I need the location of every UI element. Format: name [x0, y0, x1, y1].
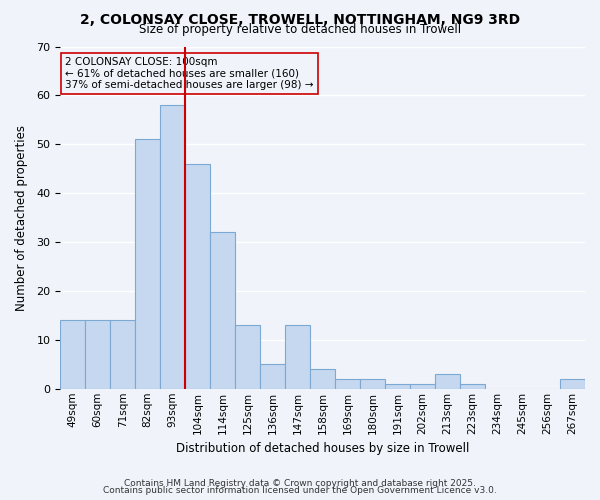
- Bar: [60, 320, 85, 389]
- Bar: [285, 325, 310, 389]
- Text: Contains public sector information licensed under the Open Government Licence v3: Contains public sector information licen…: [103, 486, 497, 495]
- Text: 2 COLONSAY CLOSE: 100sqm
← 61% of detached houses are smaller (160)
37% of semi-: 2 COLONSAY CLOSE: 100sqm ← 61% of detach…: [65, 57, 314, 90]
- Text: Contains HM Land Registry data © Crown copyright and database right 2025.: Contains HM Land Registry data © Crown c…: [124, 478, 476, 488]
- Bar: [410, 384, 435, 389]
- Bar: [310, 369, 335, 389]
- Bar: [385, 384, 410, 389]
- Text: 2, COLONSAY CLOSE, TROWELL, NOTTINGHAM, NG9 3RD: 2, COLONSAY CLOSE, TROWELL, NOTTINGHAM, …: [80, 12, 520, 26]
- Bar: [110, 320, 135, 389]
- Bar: [435, 374, 460, 389]
- Bar: [460, 384, 485, 389]
- Bar: [235, 325, 260, 389]
- Bar: [210, 232, 235, 389]
- Bar: [335, 379, 360, 389]
- Bar: [135, 140, 160, 389]
- Bar: [85, 320, 110, 389]
- Bar: [560, 379, 585, 389]
- Text: Size of property relative to detached houses in Trowell: Size of property relative to detached ho…: [139, 22, 461, 36]
- Y-axis label: Number of detached properties: Number of detached properties: [15, 124, 28, 310]
- Bar: [360, 379, 385, 389]
- X-axis label: Distribution of detached houses by size in Trowell: Distribution of detached houses by size …: [176, 442, 469, 455]
- Bar: [260, 364, 285, 389]
- Bar: [185, 164, 210, 389]
- Bar: [160, 105, 185, 389]
